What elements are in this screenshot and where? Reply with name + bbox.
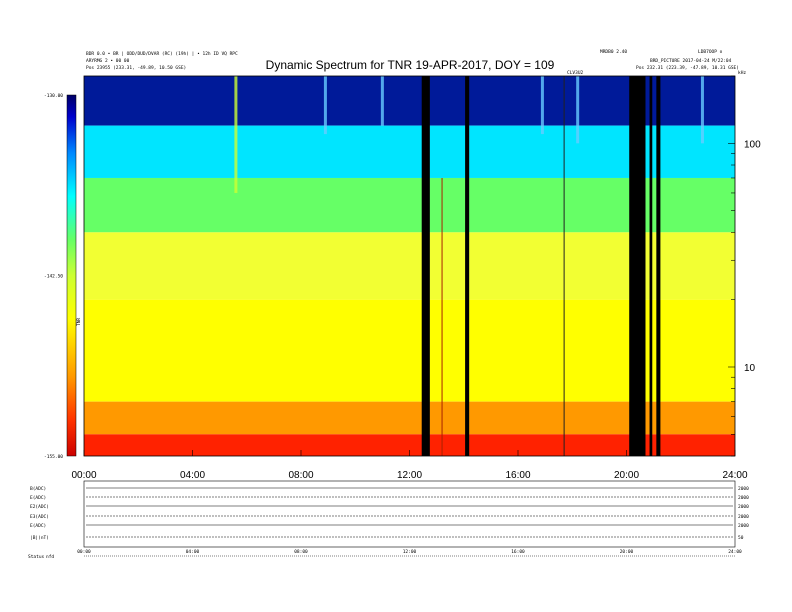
x-tick-label: 04:00	[180, 470, 205, 481]
trace-scale-0: 2000	[738, 486, 749, 492]
x-axis: 00:00 04:00 08:00 12:00 16:00 20:00 24:00	[71, 450, 748, 481]
x-tick-label: 08:00	[288, 470, 313, 481]
status-value: nfd	[46, 554, 54, 560]
panel-x-tick: 20:00	[620, 549, 634, 555]
panel-frame	[83, 480, 736, 548]
header-right-line1: MRDB0 2.40	[600, 49, 627, 55]
x-tick-label: 16:00	[505, 470, 530, 481]
colorbar-ticks: -130.00 -142.50 -155.00	[44, 93, 63, 460]
burst-4	[576, 76, 580, 144]
band-4	[84, 299, 735, 402]
data-gap-1	[465, 76, 470, 456]
panel-x-tick: 08:00	[294, 549, 308, 555]
trace-label-5: |B|(nT)	[30, 535, 49, 541]
burst-3	[540, 76, 544, 135]
data-gap-2	[629, 76, 646, 456]
housekeeping-panel: B(ADC) 2000 E(ADC) 2000 E2(ADC) 2000 E3(ADC) 20…	[28, 480, 749, 560]
chart-title: Dynamic Spectrum for TNR 19-APR-2017, DO…	[266, 58, 555, 72]
panel-x-tick: 24:00	[728, 549, 742, 555]
x-tick-label: 12:00	[397, 470, 422, 481]
trace-scale-5: 50	[738, 535, 744, 541]
header-left-line2: ARYRMG 2 • 00 00	[86, 58, 130, 64]
status-label: Status	[28, 554, 45, 560]
trace-scale-3: 2000	[738, 514, 749, 520]
panel-x-tick: 12:00	[403, 549, 417, 555]
header-mid-marker: CLV3U2	[567, 70, 584, 76]
panel-x-tick: 04:00	[186, 549, 200, 555]
trace-label-3: E3(ADC)	[30, 514, 49, 520]
x-tick-label: 20:00	[614, 470, 639, 481]
trace-scale-2: 2000	[738, 504, 749, 510]
x-tick-label: 24:00	[722, 470, 747, 481]
panel-x-tick: 16:00	[511, 549, 525, 555]
colorbar-tick-label: -142.50	[44, 274, 63, 280]
spectrogram-plot	[84, 76, 735, 456]
header-right-line4: Pos 232.31 (223.39, -47.89, 10.31 GSE)	[636, 65, 739, 71]
trace-label-0: B(ADC)	[30, 486, 46, 492]
trace-scale-1: 2000	[738, 495, 749, 501]
header-right-line3: BRD_PICTURE 2017-04-24 M/22:04	[650, 58, 732, 64]
colorbar	[66, 94, 77, 457]
corner-label: kHz	[738, 70, 746, 76]
band-1	[84, 125, 735, 178]
y-tick-label: 10	[744, 363, 756, 374]
x-tick-label: 00:00	[71, 470, 96, 481]
burst-5	[700, 76, 704, 144]
band-3	[84, 232, 735, 300]
trace-label-4: E(ADC)	[30, 523, 46, 529]
colorbar-label: TNR	[76, 318, 82, 326]
band-5	[84, 401, 735, 435]
data-gap-4	[656, 76, 661, 456]
band-6	[84, 434, 735, 456]
colorbar-tick-label: -155.00	[44, 454, 63, 460]
burst-1	[323, 76, 327, 135]
header-right-line2: LDB7OOP o	[698, 49, 723, 55]
header-left-line1: BDR 0.0 • BR | ODD/DUD/DVAR (RC) (19h) |…	[86, 51, 238, 57]
y-axis: 10 100	[728, 75, 761, 457]
trace-label-1: E(ADC)	[30, 495, 46, 501]
band-2	[84, 177, 735, 233]
trace-label-2: E2(ADC)	[30, 504, 49, 510]
burst-2	[380, 76, 384, 126]
colorbar-tick-label: -130.00	[44, 93, 63, 99]
burst-0	[234, 76, 238, 193]
data-gap-0	[421, 76, 430, 456]
panel-x-tick: 00:00	[77, 549, 91, 555]
trace-scale-4: 2000	[738, 523, 749, 529]
band-0	[84, 76, 735, 126]
y-tick-label: 100	[744, 139, 761, 150]
header-left-line3: Pos 23955 (233.31, -49.89, 10.50 GSE)	[86, 65, 186, 71]
data-gap-3	[649, 76, 653, 456]
